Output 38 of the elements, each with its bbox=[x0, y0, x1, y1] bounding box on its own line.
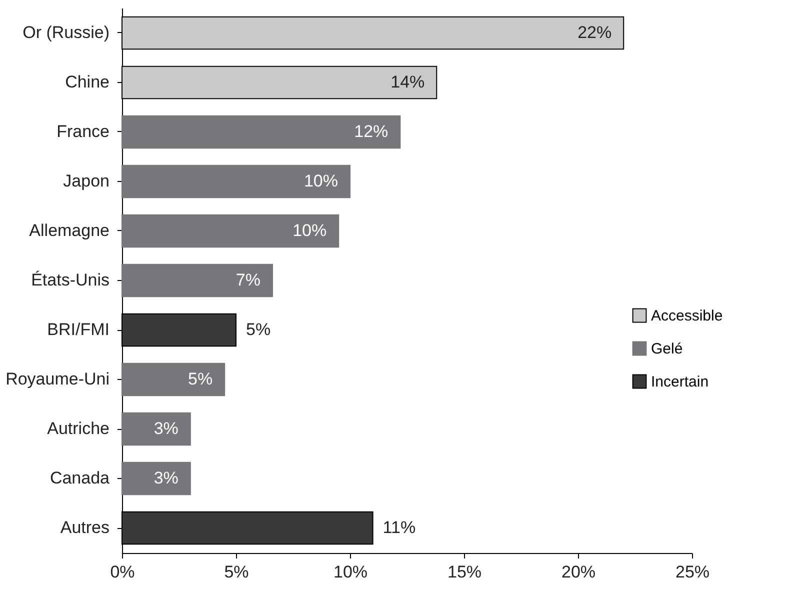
y-tick-label: Autres bbox=[60, 518, 110, 537]
bar bbox=[122, 412, 191, 446]
x-tick-label: 0% bbox=[110, 562, 135, 582]
y-tick-label: France bbox=[56, 122, 110, 141]
y-tick-label: Allemagne bbox=[29, 221, 110, 240]
y-tick-label: BRI/FMI bbox=[47, 320, 110, 339]
bar bbox=[122, 214, 340, 248]
legend-label: Gelé bbox=[651, 340, 683, 358]
y-tick-label: Japon bbox=[63, 172, 110, 190]
x-tick-label: 10% bbox=[333, 562, 368, 582]
data-label: 3% bbox=[154, 419, 178, 438]
data-label: 10% bbox=[292, 221, 327, 240]
bar bbox=[122, 164, 350, 198]
bar bbox=[122, 462, 191, 496]
data-label: 10% bbox=[304, 172, 338, 190]
x-tick-label: 25% bbox=[675, 562, 710, 582]
y-tick-label: Royaume-Uni bbox=[6, 370, 110, 388]
legend-label: Accessible bbox=[651, 308, 723, 324]
x-tick-label: 5% bbox=[224, 562, 249, 582]
y-tick-label: Chine bbox=[65, 72, 110, 92]
data-label: 22% bbox=[578, 23, 612, 42]
data-label: 14% bbox=[390, 72, 425, 92]
y-tick-label: Canada bbox=[50, 468, 110, 488]
y-tick-label: Or (Russie) bbox=[22, 23, 110, 42]
data-label: 3% bbox=[154, 468, 178, 488]
data-label: 11% bbox=[382, 518, 416, 537]
y-tick-label: États-Unis bbox=[31, 270, 110, 290]
data-label: 5% bbox=[246, 320, 271, 339]
y-tick-label: Autriche bbox=[47, 419, 110, 438]
bar bbox=[122, 115, 401, 149]
bar bbox=[122, 362, 226, 396]
legend-label: Incertain bbox=[651, 374, 709, 390]
data-label: 12% bbox=[354, 122, 388, 141]
x-tick-label: 20% bbox=[561, 562, 596, 582]
data-label: 5% bbox=[188, 370, 213, 388]
x-tick-label: 15% bbox=[447, 562, 482, 582]
data-label: 7% bbox=[236, 270, 260, 290]
bar bbox=[122, 264, 273, 298]
